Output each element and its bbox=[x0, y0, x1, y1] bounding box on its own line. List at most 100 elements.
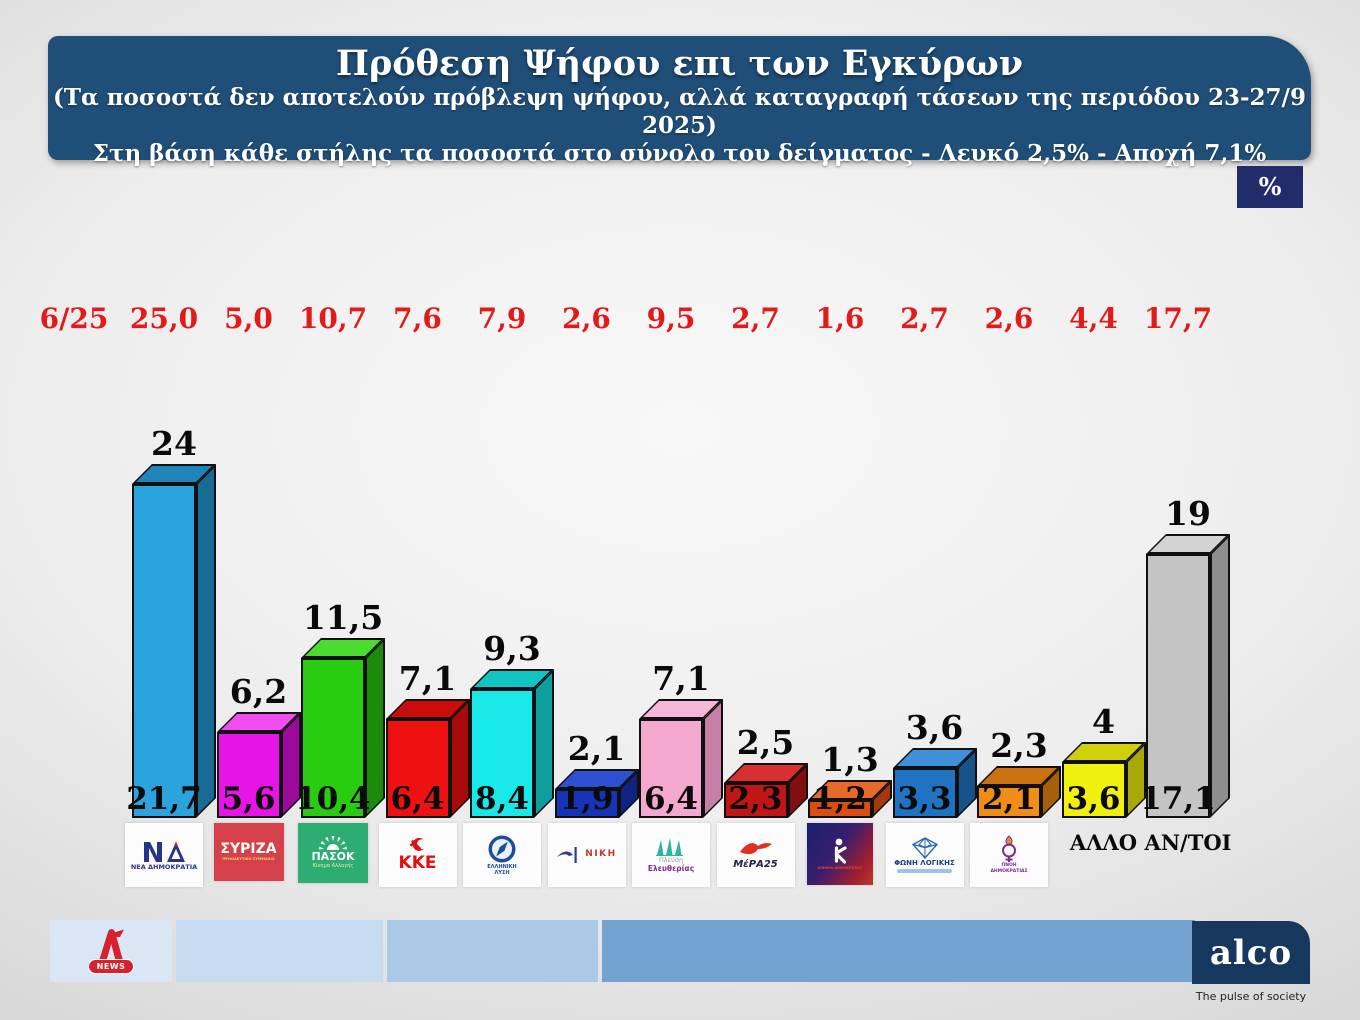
category-text-label: ΑΛΛΟ bbox=[1069, 830, 1138, 855]
foni-icon bbox=[911, 836, 938, 859]
valid-percent-label: 1,3 bbox=[821, 740, 879, 779]
chart-column-4: 7,6 7,1 6,4 ΚΚΕ bbox=[378, 300, 471, 900]
chart-column-6: 2,6 2,1 1,9 ΝΙΚΗ bbox=[547, 300, 640, 900]
party-logo-text: Ελευθερίας bbox=[647, 864, 695, 874]
bar-front-face bbox=[470, 689, 534, 818]
sample-percent-label: 1,9 bbox=[559, 781, 614, 817]
party-logo-text: ΝΕΑ ΔΗΜΟΚΡΑΤΙΑ bbox=[130, 862, 198, 871]
percent-badge: % bbox=[1237, 166, 1303, 208]
sample-percent-label: 6,4 bbox=[644, 781, 698, 817]
valid-percent-label: 24 bbox=[151, 424, 197, 463]
footer-strip-segment-4 bbox=[602, 920, 1195, 982]
syriza-logo: ΣΥΡΙΖΑ ΠΡΟΟΔΕΥΤΙΚΗ ΣΥΜΜΑΧΙΑ bbox=[213, 823, 284, 881]
party-logo-text: ΣΥΡΙΖΑ bbox=[220, 840, 277, 857]
previous-value-label: 25,0 bbox=[129, 302, 199, 335]
party-logo-text: ΝΙΚΗ bbox=[585, 849, 617, 860]
valid-percent-label: 4 bbox=[1092, 702, 1115, 741]
ellysi-logo: ΕΛΛΗΝΙΚΗ ΛΥΣΗ bbox=[463, 823, 541, 887]
pasok-logo: ΠΑΣΟΚ Κίνημα Αλλαγής bbox=[298, 823, 368, 883]
pasok-icon bbox=[318, 836, 348, 851]
party-logo-text: ΠΡΟΟΔΕΥΤΙΚΗ ΣΥΜΜΑΧΙΑ bbox=[222, 857, 275, 862]
previous-value-label: 2,7 bbox=[900, 302, 949, 335]
bar-front-face bbox=[385, 719, 450, 818]
bar-side-face bbox=[1210, 534, 1230, 818]
previous-value-label: 17,7 bbox=[1143, 302, 1213, 335]
valid-percent-label: 2,5 bbox=[736, 723, 795, 762]
alco-tagline: The pulse of society bbox=[1195, 990, 1307, 1003]
alco-logo: alco bbox=[1192, 921, 1310, 984]
bar-front-face bbox=[723, 783, 788, 818]
valid-percent-label: 11,5 bbox=[302, 598, 384, 637]
page-subtitle-2: Στη βάση κάθε στήλης τα ποσοστά στο σύνο… bbox=[92, 140, 1267, 168]
nd-icon bbox=[141, 839, 187, 863]
category-text-label: ΑΝ/ΤΟΙ bbox=[1144, 830, 1232, 855]
sample-percent-label: 17,1 bbox=[1140, 781, 1216, 817]
previous-value-label: 7,6 bbox=[393, 302, 442, 335]
kke-icon bbox=[408, 837, 428, 853]
ellysi-icon bbox=[487, 834, 517, 864]
party-logo-text: ΦΩΝΗ ΛΟΓΙΚΗΣ bbox=[894, 858, 955, 867]
chart-column-8: 2,7 2,5 2,3 ΜέΡΑ25 bbox=[716, 300, 809, 900]
pnoi-logo: ΠΝΟΗ ΔΗΜΟΚΡΑΤΙΑΣ bbox=[970, 823, 1048, 887]
chart-column-1: 25,0 24 21,7 ΝΕΑ ΔΗΜΟΚΡΑΤΙΑ bbox=[125, 300, 217, 900]
party-logo-text: ΜέΡΑ25 bbox=[733, 859, 778, 870]
sample-percent-label: 5,6 bbox=[221, 781, 276, 817]
header-band: Πρόθεση Ψήφου επι των Εγκύρων (Τα ποσοστ… bbox=[48, 36, 1311, 167]
previous-value-label: 2,6 bbox=[984, 302, 1034, 335]
party-logo-text: ΔΗΜΟΚΡΑΤΙΑΣ bbox=[990, 869, 1028, 874]
valid-percent-label: 19 bbox=[1165, 494, 1211, 533]
footer-strip-segment-1: NEWS bbox=[50, 920, 172, 982]
sample-percent-label: 3,6 bbox=[1066, 781, 1121, 817]
party-logo-text: ΕΛΛΗΝΙΚΗ bbox=[487, 863, 517, 870]
valid-percent-label: 2,1 bbox=[567, 729, 626, 768]
chart-column-3: 10,7 11,5 10,4 ΠΑΣΟΚ Κίνημα Αλλαγής bbox=[295, 300, 386, 900]
footer-strip-segment-3 bbox=[387, 920, 598, 982]
sample-percent-label: 21,7 bbox=[126, 781, 202, 817]
party-logo-text: ΠΝΟΗ bbox=[1001, 863, 1017, 869]
chart-column-13: 17,7 19 17,1 ΑΝ/ΤΟΙ bbox=[1140, 300, 1231, 900]
mera-logo: ΜέΡΑ25 bbox=[716, 823, 795, 887]
previous-poll-date-label: 6/25 bbox=[39, 302, 109, 335]
nd-logo: ΝΕΑ ΔΗΜΟΚΡΑΤΙΑ bbox=[125, 823, 203, 887]
foni-logo: ΦΩΝΗ ΛΟΓΙΚΗΣ bbox=[885, 823, 964, 887]
previous-value-label: 2,6 bbox=[562, 302, 611, 335]
kke-logo: ΚΚΕ bbox=[378, 823, 457, 887]
chart-column-9: 1,6 1,3 1,2 ΚΙΝΗΜΑ ΔΗΜΟΚΡΑΤΙΑΣ bbox=[807, 300, 893, 900]
bar-front-face bbox=[554, 789, 619, 818]
chart-column-10: 2,7 3,6 3,3 ΦΩΝΗ ΛΟΓΙΚΗΣ bbox=[885, 300, 978, 900]
illegible-subtext bbox=[897, 869, 952, 874]
alco-wordmark: alco bbox=[1209, 932, 1293, 973]
party-logo-text: ΚΙΝΗΜΑ ΔΗΜΟΚΡΑΤΙΑΣ bbox=[817, 865, 863, 870]
bar-chart: 25,0 24 21,7 ΝΕΑ ΔΗΜΟΚΡΑΤΙΑ 5,0 6,2 5,6 ΣΥΡΙΖΑ Π… bbox=[125, 300, 1312, 900]
valid-percent-label: 2,3 bbox=[990, 726, 1048, 765]
chart-column-7: 9,5 7,1 6,4 Πλεύση Ελευθερίας bbox=[632, 300, 724, 900]
previous-value-label: 1,6 bbox=[815, 302, 865, 335]
footer-strip-segment-2 bbox=[176, 920, 383, 982]
alpha-news-logo: NEWS bbox=[87, 928, 135, 974]
previous-value-label: 7,9 bbox=[477, 302, 527, 335]
chart-column-12: 4,4 4 3,6 ΑΛΛΟ bbox=[1061, 300, 1147, 900]
alpha-news-badge: NEWS bbox=[87, 959, 135, 974]
mera-icon bbox=[739, 840, 773, 858]
bar-front-face bbox=[1061, 762, 1126, 818]
previous-value-label: 5,0 bbox=[224, 302, 273, 335]
party-logo-text: Κίνημα Αλλαγής bbox=[312, 863, 354, 870]
sample-percent-label: 1,2 bbox=[813, 781, 867, 817]
page-subtitle-1: (Τα ποσοστά δεν αποτελούν πρόβλεψη ψήφου… bbox=[53, 84, 1306, 140]
valid-percent-label: 6,2 bbox=[229, 672, 288, 711]
plefsi-logo: Πλεύση Ελευθερίας bbox=[632, 823, 710, 887]
niki-logo: ΝΙΚΗ bbox=[547, 823, 626, 887]
niki-icon bbox=[556, 847, 582, 863]
bar-front-face bbox=[808, 800, 872, 818]
alpha-a-icon bbox=[94, 928, 128, 964]
bar-front-face bbox=[977, 786, 1041, 818]
kindim-logo: ΚΙΝΗΜΑ ΔΗΜΟΚΡΑΤΙΑΣ bbox=[807, 823, 873, 885]
party-logo-text: ΠΑΣΟΚ bbox=[311, 850, 355, 864]
pnoi-icon bbox=[1000, 835, 1018, 863]
previous-value-label: 10,7 bbox=[298, 302, 368, 335]
previous-value-label: 4,4 bbox=[1069, 302, 1118, 335]
page-title: Πρόθεση Ψήφου επι των Εγκύρων bbox=[335, 43, 1024, 84]
previous-value-label: 2,7 bbox=[731, 302, 780, 335]
bar-front-face bbox=[216, 732, 281, 818]
plefsi-icon bbox=[654, 836, 688, 857]
